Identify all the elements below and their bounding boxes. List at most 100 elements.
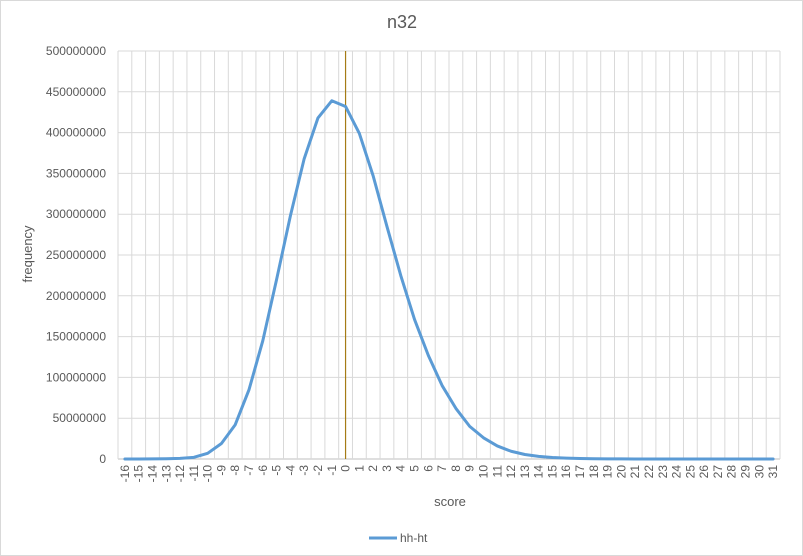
- x-tick-label: 28: [725, 465, 739, 479]
- x-tick-label: 11: [490, 465, 504, 478]
- data-point: [427, 354, 430, 357]
- data-point: [372, 175, 374, 177]
- data-point: [275, 278, 278, 281]
- data-point: [772, 458, 774, 460]
- data-point: [303, 157, 305, 160]
- x-tick-label: 25: [683, 465, 697, 479]
- x-tick-label: 14: [532, 465, 546, 479]
- chart-title: n32: [387, 12, 417, 32]
- x-tick-label: 5: [408, 465, 422, 472]
- x-tick-label: 0: [339, 465, 353, 472]
- series-layer: [123, 99, 775, 461]
- x-tick-label: 13: [518, 465, 532, 479]
- x-tick-label: -5: [270, 465, 284, 476]
- x-tick-label: 2: [366, 465, 380, 472]
- x-tick-label: 30: [752, 465, 766, 479]
- data-point: [262, 339, 264, 342]
- data-point: [124, 458, 126, 460]
- x-gridlines: [117, 51, 781, 459]
- data-point: [661, 458, 664, 460]
- x-tick-label: -4: [283, 465, 297, 476]
- x-tick-label: 26: [697, 465, 711, 479]
- x-tick-label: 3: [380, 465, 394, 472]
- data-point: [344, 105, 347, 108]
- x-tick-label: -13: [159, 465, 173, 483]
- y-tick-label: 300000000: [46, 207, 106, 221]
- data-point: [482, 436, 485, 439]
- data-point: [620, 458, 623, 460]
- x-tick-label: 18: [587, 465, 601, 479]
- x-tick-label: -11: [187, 465, 201, 482]
- x-tick-label: 24: [670, 465, 684, 479]
- data-point: [441, 384, 443, 387]
- data-point: [317, 117, 319, 119]
- y-tick-label: 100000000: [46, 370, 106, 384]
- x-tick-label: 23: [656, 465, 670, 479]
- x-tick-label: -3: [297, 465, 311, 476]
- data-point: [399, 274, 402, 277]
- x-tick-label: 6: [421, 465, 435, 472]
- x-tick-label: 12: [504, 465, 518, 479]
- x-axis-title: score: [434, 494, 466, 509]
- data-point: [744, 458, 747, 460]
- data-point: [234, 423, 237, 426]
- data-point: [758, 458, 761, 460]
- x-tick-label: -15: [132, 465, 146, 483]
- data-point: [248, 388, 250, 391]
- x-tick-label: 1: [352, 465, 366, 472]
- x-axis-ticks: -16 -15 -14 -13 -12 -11 -10 -9 -8 -7 -6 -5 -4 -3 -2 -1 0…: [118, 465, 780, 483]
- data-point: [551, 456, 554, 459]
- legend-label-hh-ht: hh-ht: [400, 531, 428, 545]
- data-point: [330, 99, 333, 102]
- x-tick-label: -2: [311, 465, 325, 476]
- x-tick-label: 10: [476, 465, 490, 479]
- data-point: [634, 458, 636, 460]
- y-tick-label: 350000000: [46, 166, 106, 180]
- data-point: [730, 458, 733, 460]
- data-point: [179, 457, 181, 460]
- series-line-hh-ht: [123, 99, 775, 461]
- y-axis-title: frequency: [20, 225, 35, 283]
- x-tick-label: -14: [145, 465, 159, 483]
- x-tick-label: 15: [545, 465, 559, 479]
- x-tick-label: -12: [173, 465, 187, 483]
- x-tick-label: 16: [559, 465, 573, 479]
- data-point: [648, 458, 650, 460]
- y-tick-label: 200000000: [46, 289, 106, 303]
- x-tick-label: -6: [256, 465, 270, 476]
- data-point: [537, 455, 540, 458]
- y-tick-label: 250000000: [46, 248, 106, 262]
- data-point: [703, 458, 705, 460]
- x-tick-label: -10: [201, 465, 215, 483]
- y-tick-label: 0: [99, 452, 106, 466]
- x-tick-label: -8: [228, 465, 242, 476]
- data-point: [220, 442, 223, 445]
- data-point: [565, 457, 568, 459]
- x-tick-label: 8: [449, 465, 463, 472]
- data-point: [193, 456, 195, 459]
- x-tick-label: 17: [573, 465, 587, 479]
- data-point: [165, 457, 168, 460]
- x-tick-label: 4: [394, 465, 408, 472]
- y-tick-label: 400000000: [46, 126, 106, 140]
- x-tick-label: 7: [435, 465, 449, 472]
- x-tick-label: -16: [118, 465, 132, 483]
- x-tick-label: 29: [739, 465, 753, 479]
- y-tick-label: 500000000: [46, 44, 106, 58]
- data-point: [524, 453, 526, 456]
- data-point: [675, 458, 678, 460]
- data-point: [496, 445, 499, 447]
- x-tick-label: -1: [325, 465, 339, 476]
- x-tick-label: -7: [242, 465, 256, 476]
- data-point: [689, 458, 692, 460]
- legend: hh-ht: [369, 531, 428, 545]
- data-point: [455, 407, 457, 410]
- data-point: [386, 225, 388, 228]
- data-point: [137, 458, 140, 460]
- x-tick-label: 27: [711, 465, 725, 479]
- data-point: [468, 425, 471, 428]
- data-point: [593, 457, 595, 460]
- x-tick-label: 22: [642, 465, 656, 479]
- x-tick-label: -9: [214, 465, 228, 476]
